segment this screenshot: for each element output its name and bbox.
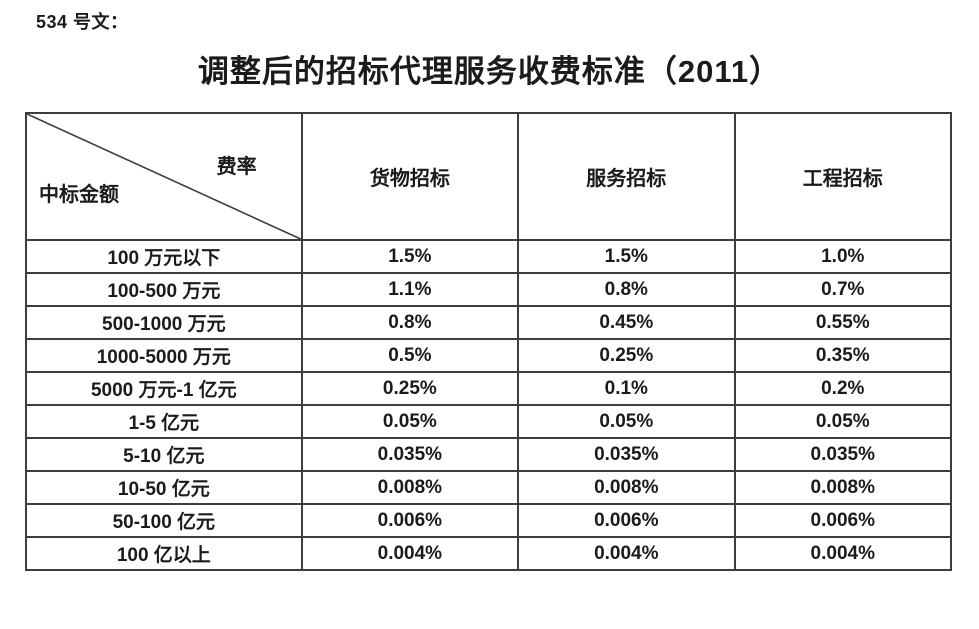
doc-number-label: 534 号文：: [36, 12, 129, 32]
goods-rate-cell: 0.035%: [300, 437, 520, 472]
diagonal-line: [27, 114, 301, 239]
amount-range-cell: 5-10 亿元: [25, 437, 303, 472]
goods-rate-cell: 0.5%: [300, 338, 520, 373]
amount-range-cell: 50-100 亿元: [25, 503, 303, 538]
table-row: 100 万元以下 1.5% 1.5% 1.0%: [25, 239, 953, 274]
engineering-rate-cell: 0.006%: [733, 503, 953, 538]
table-row: 5-10 亿元 0.035% 0.035% 0.035%: [25, 437, 953, 472]
amount-range-cell: 1000-5000 万元: [25, 338, 303, 373]
engineering-rate-cell: 0.7%: [733, 272, 953, 307]
services-rate-cell: 0.05%: [517, 404, 736, 439]
column-header-services-bidding: 服务招标: [517, 112, 736, 241]
table-row: 100-500 万元 1.1% 0.8% 0.7%: [25, 272, 953, 307]
diagonal-label-rate: 费率: [216, 156, 257, 178]
services-rate-cell: 0.004%: [517, 536, 736, 571]
engineering-rate-cell: 0.008%: [733, 470, 953, 505]
goods-rate-cell: 0.004%: [300, 536, 520, 571]
amount-range-cell: 10-50 亿元: [25, 470, 303, 505]
engineering-rate-cell: 0.004%: [733, 536, 953, 571]
services-rate-cell: 1.5%: [517, 239, 736, 274]
services-rate-cell: 0.008%: [517, 470, 736, 505]
engineering-rate-cell: 0.35%: [733, 338, 953, 373]
amount-range-cell: 100 万元以下: [25, 239, 303, 274]
column-header-engineering-bidding: 工程招标: [733, 112, 953, 241]
goods-rate-cell: 0.25%: [300, 371, 520, 406]
services-rate-cell: 0.8%: [517, 272, 736, 307]
services-rate-cell: 0.25%: [517, 338, 736, 373]
fee-rate-table: 费率 中标金额 货物招标 服务招标 工程招标 100 万元以下 1.5% 1.5…: [25, 112, 953, 571]
engineering-rate-cell: 0.035%: [733, 437, 953, 472]
table-row: 10-50 亿元 0.008% 0.008% 0.008%: [25, 470, 953, 505]
goods-rate-cell: 0.008%: [300, 470, 520, 505]
amount-range-cell: 1-5 亿元: [25, 404, 303, 439]
goods-rate-cell: 1.1%: [300, 272, 520, 307]
diagonal-header-cell: 费率 中标金额: [25, 112, 303, 241]
goods-rate-cell: 0.05%: [300, 404, 520, 439]
diagonal-label-amount: 中标金额: [39, 184, 119, 206]
table-row: 5000 万元-1 亿元 0.25% 0.1% 0.2%: [25, 371, 953, 406]
amount-range-cell: 500-1000 万元: [25, 305, 303, 340]
table-row: 1000-5000 万元 0.5% 0.25% 0.35%: [25, 338, 953, 373]
table-row: 100 亿以上 0.004% 0.004% 0.004%: [25, 536, 953, 571]
goods-rate-cell: 0.8%: [300, 305, 520, 340]
engineering-rate-cell: 0.55%: [733, 305, 953, 340]
goods-rate-cell: 1.5%: [300, 239, 520, 274]
table-row: 500-1000 万元 0.8% 0.45% 0.55%: [25, 305, 953, 340]
services-rate-cell: 0.006%: [517, 503, 736, 538]
engineering-rate-cell: 0.2%: [733, 371, 953, 406]
amount-range-cell: 100-500 万元: [25, 272, 303, 307]
services-rate-cell: 0.45%: [517, 305, 736, 340]
services-rate-cell: 0.035%: [517, 437, 736, 472]
engineering-rate-cell: 1.0%: [733, 239, 953, 274]
amount-range-cell: 5000 万元-1 亿元: [25, 371, 303, 406]
goods-rate-cell: 0.006%: [300, 503, 520, 538]
engineering-rate-cell: 0.05%: [733, 404, 953, 439]
amount-range-cell: 100 亿以上: [25, 536, 303, 571]
table-row: 50-100 亿元 0.006% 0.006% 0.006%: [25, 503, 953, 538]
page-title: 调整后的招标代理服务收费标准（2011）: [197, 54, 782, 89]
column-header-goods-bidding: 货物招标: [300, 112, 520, 241]
services-rate-cell: 0.1%: [517, 371, 736, 406]
table-row: 1-5 亿元 0.05% 0.05% 0.05%: [25, 404, 953, 439]
header-row: 费率 中标金额 货物招标 服务招标 工程招标: [25, 112, 953, 241]
